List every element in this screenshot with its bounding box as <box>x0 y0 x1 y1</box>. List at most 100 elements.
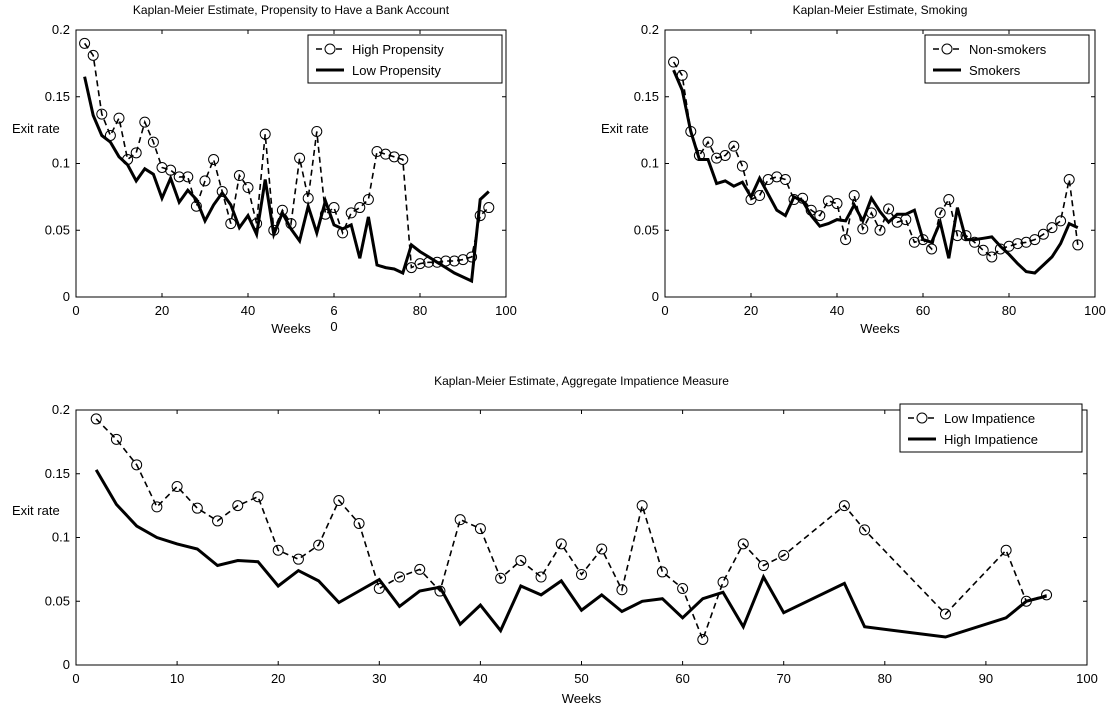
data-point-circle <box>926 243 938 255</box>
data-point-circle <box>616 584 628 596</box>
x-tick-label: 30 <box>372 671 386 686</box>
data-point-circle <box>762 174 774 186</box>
legend-box <box>307 34 503 84</box>
data-point-circle <box>939 608 951 620</box>
data-point-circle <box>311 125 323 137</box>
data-point-circle <box>840 234 852 246</box>
data-point-circle <box>702 136 714 148</box>
x-tick-label: 40 <box>830 303 844 318</box>
x-tick-label: 40 <box>241 303 255 318</box>
data-point-circle <box>292 553 304 565</box>
data-point-circle <box>242 182 254 194</box>
y-tick-label: 0.2 <box>52 22 70 37</box>
x-axis-label: Weeks <box>271 321 311 336</box>
data-point-circle <box>736 160 748 172</box>
legend-marker-circle <box>916 412 928 424</box>
data-point-circle <box>171 481 183 492</box>
x-tick-label: 100 <box>495 303 517 318</box>
y-tick-label: 0.05 <box>45 593 70 608</box>
data-point-circle <box>535 571 547 583</box>
data-point-circle <box>414 258 426 270</box>
x-tick-label: 70 <box>776 671 790 686</box>
data-point-circle <box>1072 239 1084 251</box>
data-point-circle <box>362 194 374 206</box>
data-point-circle <box>778 549 790 561</box>
data-point-circle <box>719 149 731 161</box>
series-1 <box>90 413 1053 645</box>
data-point-circle <box>131 459 143 471</box>
data-point-circle <box>779 174 791 186</box>
data-point-circle <box>130 147 142 159</box>
series-line-solid <box>672 69 1079 275</box>
data-point-circle <box>555 538 567 550</box>
series-1 <box>668 56 1084 263</box>
y-tick-label: 0.2 <box>52 402 70 417</box>
chart-panel-1: Kaplan-Meier Estimate, Propensity to Hav… <box>12 3 517 336</box>
y-tick-label: 0.1 <box>641 156 659 171</box>
data-point-circle <box>838 500 850 512</box>
x-tick-label: 100 <box>1076 671 1098 686</box>
data-point-circle <box>874 224 886 236</box>
y-tick-label: 0.15 <box>634 89 659 104</box>
series-line-dashed <box>83 42 490 269</box>
chart-title: Kaplan-Meier Estimate, Propensity to Hav… <box>133 3 450 17</box>
data-point-circle <box>668 56 680 68</box>
chart-panel-2: Kaplan-Meier Estimate, Smoking 0 20 40 60 80 1… <box>601 3 1106 336</box>
data-point-circle <box>771 171 783 183</box>
data-point-circle <box>225 218 237 230</box>
series-line-dashed <box>95 418 1047 642</box>
x-tick-label: 60 <box>916 303 930 318</box>
data-point-circle <box>1063 174 1075 186</box>
data-point-circle <box>636 500 648 512</box>
data-point-circle <box>232 500 244 512</box>
legend: High Propensity Low Propensity <box>307 34 503 84</box>
y-tick-label: 0.2 <box>641 22 659 37</box>
series-line-dashed <box>672 61 1079 258</box>
data-point-circle <box>1046 222 1058 234</box>
data-point-circle <box>576 568 587 580</box>
data-point-circle <box>728 140 740 152</box>
series-2 <box>83 76 490 284</box>
x-tick-label: 10 <box>170 671 184 686</box>
data-point-circle <box>216 186 228 198</box>
data-point-circle <box>113 112 125 124</box>
data-point-circle <box>754 190 766 202</box>
data-point-circle <box>515 554 527 566</box>
x-tick-label: 0 <box>72 671 79 686</box>
data-point-circle <box>711 152 723 164</box>
x-tick-label: 90 <box>979 671 993 686</box>
data-point-circle <box>394 571 406 583</box>
legend-box <box>899 403 1083 453</box>
data-point-circle <box>252 491 264 503</box>
chart-title: Kaplan-Meier Estimate, Aggregate Impatie… <box>434 374 729 388</box>
y-tick-label: 0.05 <box>45 222 70 237</box>
legend: Non-smokers Smokers <box>924 34 1090 84</box>
data-point-circle <box>822 195 834 207</box>
data-point-circle <box>354 202 366 214</box>
data-point-circle <box>1003 240 1015 252</box>
x-tick-label: 0 <box>72 303 79 318</box>
x-tick-label: 50 <box>574 671 588 686</box>
data-point-circle <box>173 171 185 183</box>
x-tick-label: 80 <box>413 303 427 318</box>
x-tick-label: 20 <box>271 671 285 686</box>
data-point-circle <box>110 433 122 445</box>
data-point-circle <box>1020 236 1032 248</box>
legend-entry-label: High Propensity <box>352 42 444 57</box>
y-tick-label: 0 <box>63 657 70 672</box>
chart-panel-3: Kaplan-Meier Estimate, Aggregate Impatie… <box>12 374 1098 706</box>
data-point-circle <box>474 523 486 535</box>
y-tick-label: 0.15 <box>45 466 70 481</box>
data-point-circle <box>986 251 998 263</box>
legend-entry-label: Low Propensity <box>352 63 441 78</box>
data-point-circle <box>397 153 409 165</box>
y-axis-label: Exit rate <box>12 503 60 518</box>
data-point-circle <box>859 524 871 536</box>
y-tick-label: 0 <box>652 289 659 304</box>
legend-marker-circle <box>941 43 953 55</box>
data-point-circle <box>1037 228 1049 240</box>
legend-marker-circle <box>324 43 336 55</box>
x-axis-label: Weeks <box>562 691 602 706</box>
data-point-circle <box>345 207 357 219</box>
